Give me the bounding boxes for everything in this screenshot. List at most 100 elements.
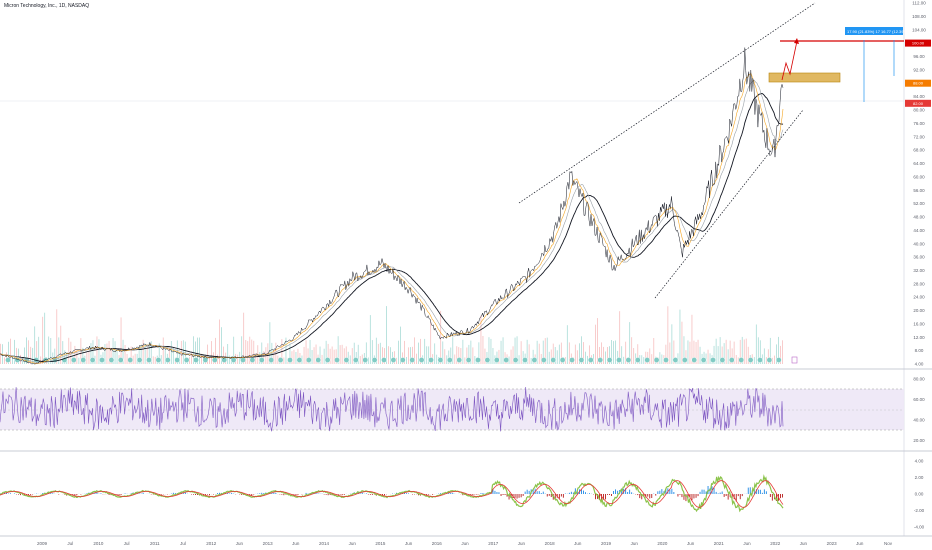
volume-bar <box>255 353 257 364</box>
price-tick-label: 32.00 <box>913 268 925 273</box>
dividend-marker <box>691 357 698 363</box>
dividend-marker <box>465 357 472 363</box>
volume-bar <box>199 337 200 364</box>
macd-hist-bar <box>382 494 383 495</box>
volume-bar <box>361 354 363 364</box>
macd-hist-bar <box>603 494 604 500</box>
dividend-marker <box>296 357 303 363</box>
macd-tick-label: -2.00 <box>914 508 925 513</box>
time-tick-label: 2022 <box>770 541 781 546</box>
macd-hist-bar <box>426 494 428 496</box>
macd-hist-bar <box>251 494 253 496</box>
macd-hist-bar <box>482 493 484 494</box>
macd-hist-bar <box>757 489 759 494</box>
dividend-marker <box>164 357 171 363</box>
volume-bar <box>757 337 759 364</box>
macd-hist-bar <box>305 492 307 494</box>
macd-hist-bar <box>637 494 639 496</box>
volume-bar <box>82 347 84 364</box>
dividend-marker <box>484 357 491 363</box>
volume-bar <box>98 339 100 364</box>
macd-hist-bar <box>681 494 683 498</box>
volume-bar <box>54 348 56 364</box>
target-zone-box[interactable] <box>768 72 841 83</box>
volume-bar <box>436 354 438 364</box>
macd-hist-bar <box>749 487 751 494</box>
volume-bar <box>589 345 590 364</box>
time-tick-label: Jul <box>124 541 130 546</box>
macd-hist-bar <box>76 494 78 496</box>
price-axis[interactable]: 4.00 8.00 12.00 16.00 20.00 24.00 28.00 32.00 36… <box>912 1 926 367</box>
volume-bar <box>323 348 325 364</box>
volume-bar <box>769 337 771 364</box>
volume-bar <box>36 341 38 364</box>
volume-bar <box>420 338 421 364</box>
macd-hist-bar <box>452 492 454 494</box>
price-tick-label: 12.00 <box>913 335 925 340</box>
price-tick-label: 60.00 <box>913 174 925 179</box>
volume-bar <box>574 344 576 364</box>
volume-bar <box>114 341 116 364</box>
volume-bar <box>474 356 476 364</box>
volume-bar <box>741 336 743 364</box>
dividend-marker <box>5 357 11 363</box>
price-tag-box <box>905 39 931 47</box>
volume-bar <box>367 357 369 364</box>
time-axis[interactable]: 2009 Jul 2010 Jul 2011 Jul 2012 Jun 2013 Jun 2014 J… <box>37 541 893 546</box>
price-tick-label: 112.00 <box>912 1 926 6</box>
lower-trendline[interactable] <box>654 109 804 299</box>
upper-trendline[interactable] <box>518 2 816 204</box>
volume-bar <box>434 343 436 364</box>
volume-bar <box>60 325 62 364</box>
volume-bar <box>289 343 291 364</box>
macd-tick-label: 2.00 <box>915 475 924 480</box>
volume-bar <box>48 336 50 364</box>
price-tick-label: 72.00 <box>913 134 925 139</box>
volume-bar <box>669 342 671 364</box>
volume-bar <box>406 357 407 364</box>
volume-bar <box>64 350 66 364</box>
time-tick-label: 2016 <box>432 541 443 546</box>
price-tick-label: 68.00 <box>913 148 925 153</box>
volume-bar <box>472 347 474 364</box>
volume-bar <box>637 344 639 364</box>
macd-hist-bar <box>715 491 717 494</box>
volume-bar <box>283 357 285 364</box>
macd-hist-bar <box>621 488 623 494</box>
macd-hist-bar <box>116 494 118 496</box>
macd-hist-bar <box>293 494 295 495</box>
volume-bar <box>353 342 355 364</box>
time-tick-label: 2010 <box>93 541 104 546</box>
macd-hist-bar <box>472 494 474 495</box>
macd-hist-bar <box>574 488 576 494</box>
volume-bar <box>10 338 11 364</box>
volume-bar <box>482 336 484 364</box>
macd-hist-bar <box>337 494 339 496</box>
volume-bar <box>58 337 60 364</box>
volume-bar <box>217 354 218 364</box>
projection-arrow[interactable] <box>781 40 798 81</box>
macd-hist-bar <box>86 493 88 494</box>
macd-hist-bar <box>625 488 627 494</box>
macd-hist-bar <box>548 494 550 496</box>
volume-bar <box>727 349 729 364</box>
macd-hist-bar <box>522 494 524 496</box>
macd-hist-bar <box>737 494 739 497</box>
macd-hist-bar <box>343 494 345 495</box>
dividend-marker <box>559 357 566 363</box>
macd-hist-bar <box>542 491 544 494</box>
volume-bar <box>28 340 29 364</box>
volume-bar <box>456 346 458 364</box>
price-tag-label: 100.00 <box>912 41 925 46</box>
volume-bar <box>739 339 741 364</box>
dividend-marker <box>409 357 416 363</box>
volume-bar <box>633 348 635 364</box>
volume-bar <box>386 306 387 364</box>
dividend-marker <box>531 357 538 363</box>
macd-hist-bar <box>30 494 32 495</box>
price-tick-label: 84.00 <box>913 94 925 99</box>
macd-hist-bar <box>474 494 476 495</box>
time-tick-label: 2021 <box>714 541 725 546</box>
rsi-tick-label: 80.00 <box>913 376 925 381</box>
